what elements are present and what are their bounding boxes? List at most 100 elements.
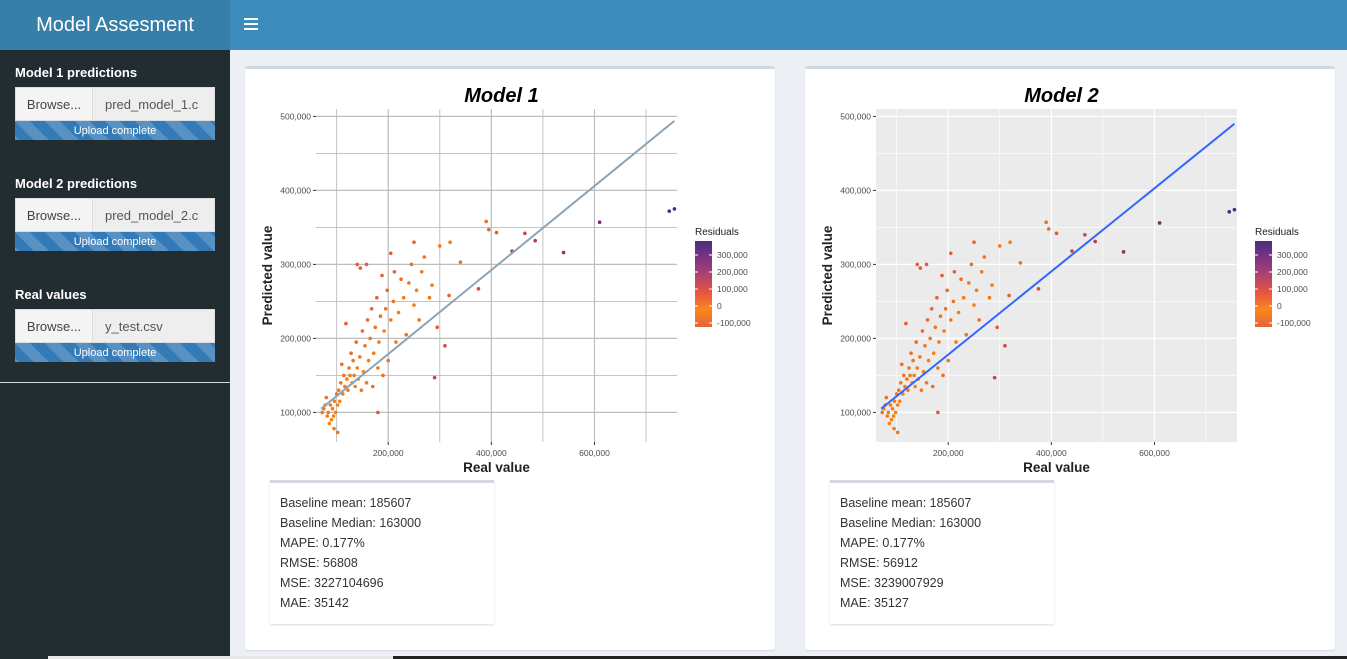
data-point — [891, 414, 896, 418]
data-point — [911, 358, 915, 363]
data-point — [972, 303, 976, 307]
y-tick-label: 400,000 — [280, 185, 311, 195]
data-point — [945, 288, 949, 293]
model-1-browse-button[interactable]: Browse... — [15, 87, 93, 121]
data-point — [370, 384, 375, 389]
y-tick-label: 300,000 — [840, 259, 871, 269]
sidebar-toggle-icon[interactable] — [244, 15, 258, 33]
data-point — [933, 325, 938, 330]
x-tick-label: 200,000 — [933, 448, 964, 458]
data-point — [936, 366, 940, 370]
data-point — [412, 240, 416, 244]
data-point — [1121, 250, 1126, 254]
app-logo[interactable]: Model Assesment — [0, 0, 230, 50]
data-point — [897, 399, 902, 404]
stat-mse: MSE: 3239007929 — [840, 576, 944, 590]
data-point — [320, 410, 324, 415]
legend-label: 100,000 — [1277, 284, 1308, 294]
data-point — [1083, 233, 1087, 237]
fit-line — [880, 123, 1236, 410]
sidebar-divider — [0, 382, 230, 383]
legend-label: 300,000 — [717, 250, 748, 260]
data-point — [352, 373, 356, 378]
data-point — [889, 418, 894, 422]
data-point — [407, 281, 411, 285]
data-point — [1044, 220, 1048, 225]
data-point — [409, 262, 414, 267]
data-point — [938, 314, 943, 318]
data-point — [964, 332, 969, 337]
data-point — [893, 410, 898, 415]
data-point — [336, 388, 341, 393]
data-point — [326, 410, 331, 415]
data-point — [898, 381, 903, 385]
data-point — [1093, 239, 1097, 244]
data-point — [915, 366, 920, 370]
data-point — [919, 388, 924, 393]
real-values-browse-button[interactable]: Browse... — [15, 309, 93, 343]
data-point — [906, 388, 910, 393]
stat-baseline-median: Baseline Median: 163000 — [280, 516, 422, 530]
x-tick-label: 200,000 — [373, 448, 404, 458]
data-point — [360, 329, 365, 333]
data-point — [391, 299, 396, 304]
data-point — [924, 381, 929, 385]
model-2-file-input[interactable]: Browse... pred_model_2.c — [15, 198, 215, 232]
real-values-file-input[interactable]: Browse... y_test.csv — [15, 309, 215, 343]
data-point — [422, 255, 427, 259]
data-point — [332, 426, 336, 431]
data-point — [355, 262, 360, 267]
data-point — [376, 366, 380, 370]
data-point — [346, 388, 350, 393]
data-point — [365, 318, 370, 322]
data-point — [448, 240, 452, 244]
x-axis-label: Real value — [463, 460, 530, 475]
stat-baseline-mean: Baseline mean: 185607 — [840, 496, 972, 510]
stat-rmse: RMSE: 56808 — [280, 556, 358, 570]
data-point — [324, 395, 329, 400]
stat-baseline-median: Baseline Median: 163000 — [840, 516, 982, 530]
app-title: Model Assesment — [36, 13, 194, 36]
x-tick-label: 600,000 — [579, 448, 610, 458]
data-point — [895, 430, 900, 435]
data-point — [399, 277, 403, 281]
horizontal-scrollbar[interactable] — [48, 656, 393, 659]
data-point — [990, 283, 994, 287]
data-point — [437, 244, 442, 248]
model-2-browse-button[interactable]: Browse... — [15, 198, 93, 232]
data-point — [388, 251, 393, 256]
data-point — [342, 373, 346, 378]
data-point — [354, 340, 359, 344]
data-point — [885, 414, 890, 418]
data-point — [382, 329, 386, 333]
chart-title: Model 1 — [464, 85, 538, 107]
data-point — [977, 318, 981, 322]
data-point — [561, 250, 566, 255]
data-point — [912, 373, 916, 378]
data-point — [394, 340, 398, 344]
data-point — [339, 362, 344, 367]
y-axis-label: Predicted value — [260, 225, 275, 325]
data-point — [377, 340, 381, 344]
data-point — [331, 414, 336, 418]
data-point — [892, 426, 896, 431]
data-point — [909, 351, 913, 356]
data-point — [364, 262, 369, 267]
data-point — [344, 321, 348, 326]
data-point — [954, 340, 958, 344]
data-point — [951, 299, 956, 304]
data-point — [332, 399, 337, 404]
data-point — [928, 336, 932, 341]
data-point — [1018, 261, 1023, 265]
data-point — [923, 344, 927, 348]
x-tick-label: 400,000 — [1036, 448, 1067, 458]
model-1-file-input[interactable]: Browse... pred_model_1.c — [15, 87, 215, 121]
data-point — [348, 373, 352, 378]
data-point — [396, 310, 401, 315]
data-point — [667, 209, 672, 213]
data-point — [345, 377, 349, 381]
data-point — [347, 366, 351, 370]
data-point — [363, 344, 367, 348]
data-point — [956, 310, 961, 315]
data-point — [335, 430, 340, 435]
